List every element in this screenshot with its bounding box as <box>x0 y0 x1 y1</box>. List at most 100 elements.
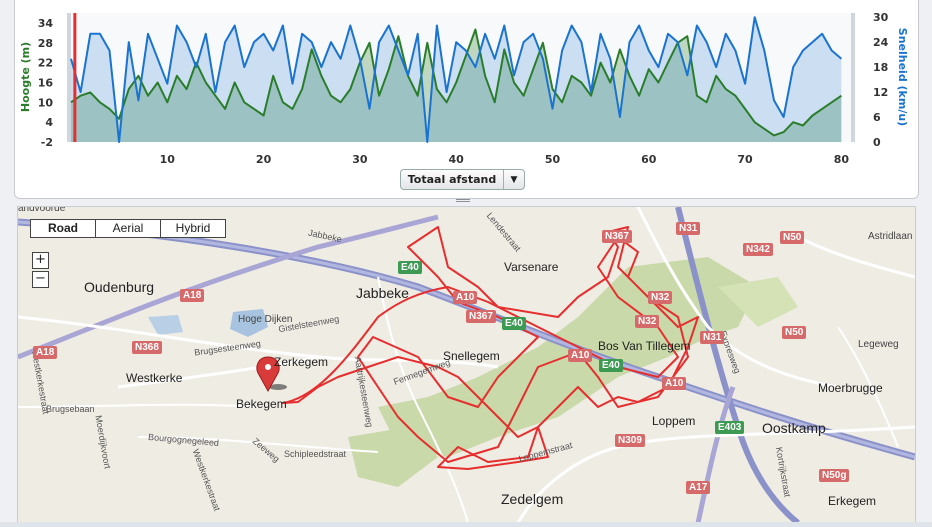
place-label: Oudenburg <box>84 279 155 295</box>
road-shield: N32 <box>635 315 660 328</box>
splitter-handle[interactable] <box>456 199 470 205</box>
forest-area <box>718 277 798 327</box>
map-type-switcher: Road Aerial Hybrid <box>30 219 226 238</box>
place-label: Snellegem <box>443 349 500 363</box>
place-label: Jabbeke <box>356 285 409 301</box>
plot-background <box>71 13 851 142</box>
road-shield: A10 <box>568 349 593 362</box>
highway-a17 <box>695 386 736 523</box>
road-shield: N367 <box>602 230 632 243</box>
road <box>117 355 319 389</box>
place-label: Zedelgem <box>501 491 564 507</box>
place-label: Bos Van Tillegem <box>598 339 691 353</box>
left-axis-label: Hoogte (m) <box>19 42 32 112</box>
road-shield: A10 <box>662 377 687 390</box>
highway-a18 <box>18 214 439 360</box>
left-tick-label: 4 <box>45 116 53 129</box>
road <box>636 207 839 389</box>
location-pin-icon <box>256 356 280 393</box>
place-label: Westkerke <box>126 371 183 385</box>
left-tick-label: -2 <box>41 136 53 149</box>
place-label: Varsenare <box>504 260 559 274</box>
map-type-aerial[interactable]: Aerial <box>96 220 161 237</box>
forest-area <box>348 427 438 487</box>
road-shield: N32 <box>648 291 673 304</box>
road-shield: N50 <box>782 326 807 339</box>
place-label: Legeweg <box>858 339 899 350</box>
left-tick-label: 10 <box>38 96 54 109</box>
map-type-hybrid[interactable]: Hybrid <box>175 221 211 235</box>
road-shield: E40 <box>599 359 623 372</box>
left-axis-strip <box>67 13 71 142</box>
road-shield: N342 <box>743 243 773 256</box>
road-shield: E40 <box>502 317 526 330</box>
place-label: Bekegem <box>236 397 287 411</box>
x-tick-label: 50 <box>545 153 561 166</box>
right-tick-label: 12 <box>873 86 888 99</box>
elevation-speed-chart[interactable]: Hoogte (m) Snelheid (km/u) 10 20 30 40 50 60 7… <box>15 0 918 198</box>
place-label: Astridlaan <box>868 231 913 242</box>
road <box>18 315 499 369</box>
street-label: Schipleedstraat <box>284 449 347 459</box>
zoom-out-button[interactable]: − <box>32 271 49 288</box>
right-axis-strip <box>851 13 855 142</box>
x-tick-label: 80 <box>834 153 850 166</box>
status-bar <box>0 522 932 527</box>
left-tick-label: 28 <box>38 37 53 50</box>
right-tick-label: 24 <box>873 36 889 49</box>
water-body <box>148 315 183 335</box>
left-tick-label: 22 <box>38 57 53 70</box>
road-shield: E40 <box>398 261 422 274</box>
road-shield: N367 <box>466 310 496 323</box>
road-shield: N368 <box>132 341 162 354</box>
place-label: Moerbrugge <box>818 381 883 395</box>
right-tick-label: 30 <box>873 11 889 24</box>
distance-select-label: Totaal afstand <box>407 173 497 186</box>
road-shield: A18 <box>180 289 205 302</box>
road <box>837 326 899 448</box>
x-tick-label: 40 <box>449 153 465 166</box>
pin-shadow <box>269 384 287 390</box>
place-label: Zerkegem <box>274 355 329 369</box>
chart-panel: Hoogte (m) Snelheid (km/u) 10 20 30 40 50 60 7… <box>14 0 919 199</box>
map-type-road[interactable]: Road <box>31 220 96 237</box>
place-label: Hoge Dijken <box>238 314 293 325</box>
road <box>137 436 379 453</box>
road <box>797 235 915 279</box>
road-shield: N309 <box>615 434 645 447</box>
x-tick-label: 60 <box>641 153 657 166</box>
chevron-down-icon: ▼ <box>503 170 524 189</box>
road-shield: E403 <box>715 421 745 434</box>
road-shield: N31 <box>700 331 725 344</box>
street-label: Brugsebaan <box>46 404 95 414</box>
x-tick-label: 30 <box>352 153 368 166</box>
right-axis-label: Snelheid (km/u) <box>896 28 909 126</box>
right-tick-label: 18 <box>873 61 888 74</box>
road <box>18 403 259 408</box>
map-view[interactable]: Road Aerial Hybrid + − Oudenburg Jabbeke… <box>17 206 916 524</box>
series-line-snelheid <box>70 16 843 143</box>
route-track <box>282 226 699 470</box>
x-tick-label: 70 <box>737 153 753 166</box>
series-area-hoogte <box>71 29 842 142</box>
road-shield: N50g <box>819 469 850 482</box>
place-label: Erkegem <box>828 494 877 508</box>
road-shield: A17 <box>686 481 711 494</box>
road-shield: A10 <box>453 291 478 304</box>
road-shield: A18 <box>33 346 58 359</box>
water-body <box>230 309 268 337</box>
zoom-in-button[interactable]: + <box>32 252 49 269</box>
place-label: Oostkamp <box>762 420 826 436</box>
left-tick-label: 16 <box>38 76 54 89</box>
road-shield: N31 <box>676 222 701 235</box>
right-tick-label: 6 <box>873 111 881 124</box>
x-tick-label: 10 <box>160 153 176 166</box>
right-tick-label: 0 <box>873 136 881 149</box>
x-tick-label: 20 <box>256 153 272 166</box>
highway-e403 <box>675 207 800 523</box>
place-label: andvoorde <box>18 206 66 214</box>
distance-select[interactable]: Totaal afstand ▼ <box>400 169 525 190</box>
road-shield: N50 <box>780 231 805 244</box>
series-line-hoogte <box>70 28 842 137</box>
